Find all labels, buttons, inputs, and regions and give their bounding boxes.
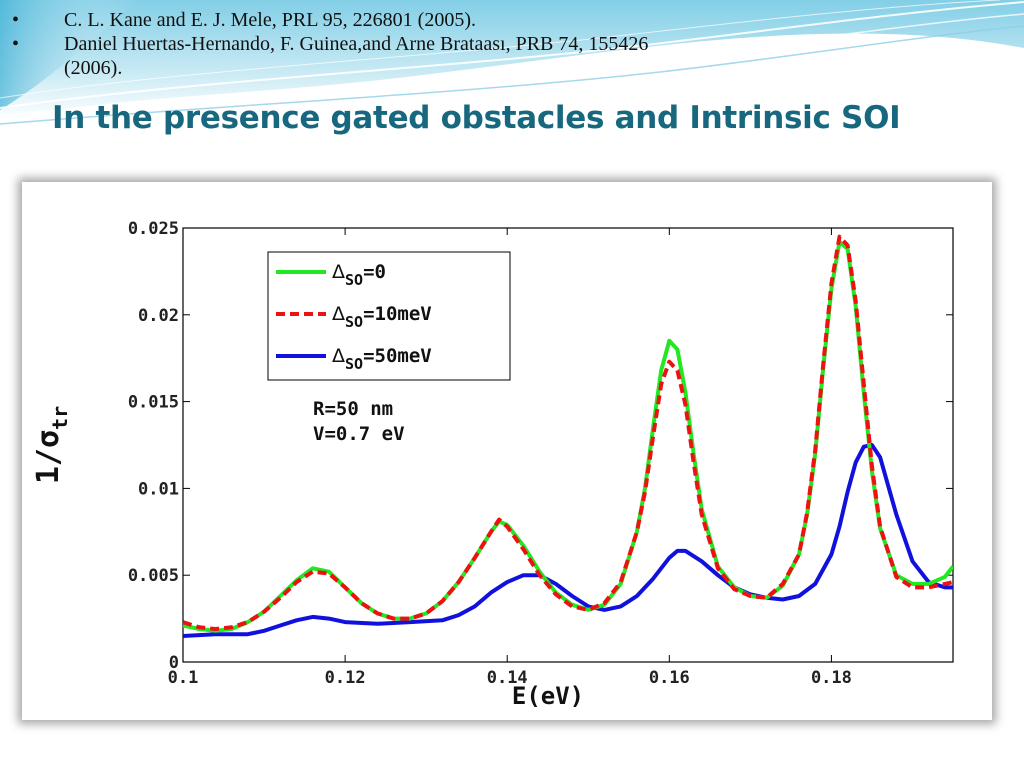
- reference-item: • Daniel Huertas-Hernando, F. Guinea,and…: [8, 32, 888, 80]
- y-tick-label: 0.02: [138, 306, 179, 326]
- header-wave-decoration: [0, 0, 1024, 125]
- legend-label-symbol: Δ: [332, 261, 345, 283]
- x-axis-label: E(eV): [512, 682, 584, 710]
- legend-label-suffix: =0: [363, 261, 386, 283]
- legend-label-symbol: Δ: [332, 303, 345, 325]
- legend-label-subscript: SO: [345, 271, 363, 289]
- legend-label-suffix: =10meV: [363, 303, 432, 325]
- bullet: •: [12, 33, 20, 55]
- chart-annotation: R=50 nm: [313, 398, 393, 420]
- y-tick-label: 0.005: [128, 566, 179, 586]
- reference-item: • C. L. Kane and E. J. Mele, PRL 95, 226…: [8, 8, 888, 32]
- reference-text: Daniel Huertas-Hernando, F. Guinea,and A…: [64, 33, 649, 55]
- legend-label-subscript: SO: [345, 313, 363, 331]
- legend-label: ΔSO=10meV: [332, 303, 432, 331]
- x-tick-label: 0.12: [325, 668, 366, 688]
- legend-label-symbol: Δ: [332, 345, 345, 367]
- x-tick-label: 0.1: [168, 668, 199, 688]
- x-tick-label: 0.18: [811, 668, 852, 688]
- y-tick-label: 0.015: [128, 393, 179, 413]
- legend-label-suffix: =50meV: [363, 345, 432, 367]
- reference-text: C. L. Kane and E. J. Mele, PRL 95, 22680…: [64, 9, 476, 31]
- legend-label: ΔSO=50meV: [332, 345, 432, 373]
- legend-label-subscript: SO: [345, 355, 363, 373]
- y-tick-label: 0.025: [128, 219, 179, 239]
- legend-label: ΔSO=0: [332, 261, 386, 289]
- y-tick-label: 0.01: [138, 479, 179, 499]
- chart-annotation: V=0.7 eV: [313, 423, 405, 445]
- y-tick-label: 0: [169, 653, 179, 673]
- slide-title: In the presence gated obstacles and Intr…: [52, 100, 901, 136]
- y-axis-label-subscript: tr: [48, 406, 72, 430]
- y-axis-label: 1/σtr: [31, 406, 72, 484]
- references-list: • C. L. Kane and E. J. Mele, PRL 95, 226…: [8, 8, 888, 80]
- bullet: •: [12, 9, 20, 31]
- x-tick-label: 0.14: [487, 668, 528, 688]
- series-line-2: [183, 443, 953, 638]
- series-line-0: [183, 239, 953, 633]
- x-tick-label: 0.16: [649, 668, 690, 688]
- reference-text-continued: (2006).: [64, 57, 123, 79]
